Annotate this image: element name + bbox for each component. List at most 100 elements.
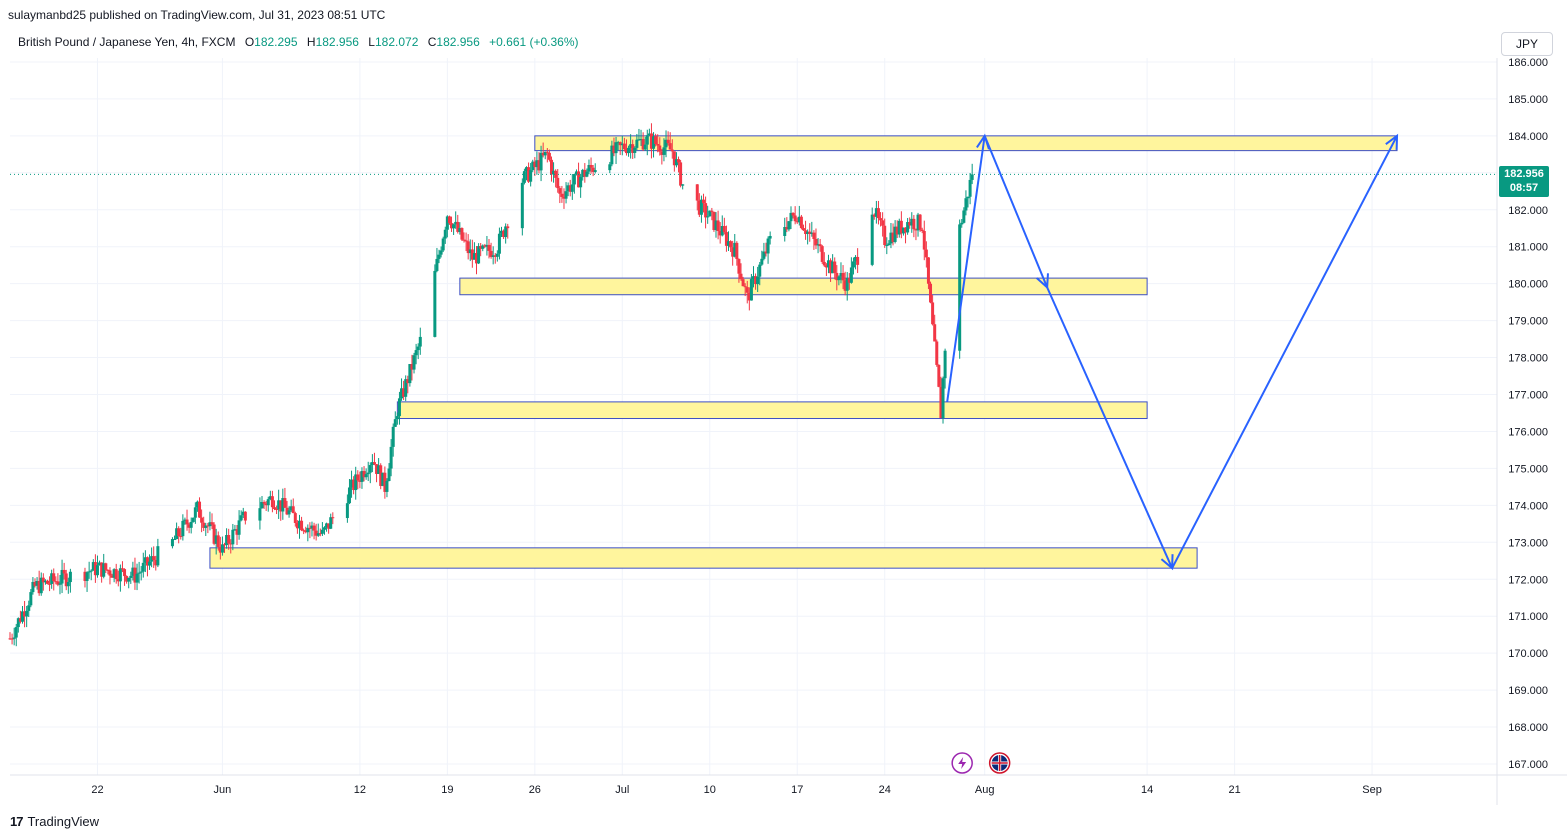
candle-body <box>768 235 772 239</box>
candle-body <box>60 569 64 584</box>
currency-button[interactable]: JPY <box>1501 32 1553 56</box>
candle-body <box>856 256 860 265</box>
high-label: H <box>306 35 316 49</box>
change-value: +0.661 (+0.36%) <box>489 35 579 49</box>
candle-body <box>679 162 683 186</box>
candle-body <box>824 265 828 268</box>
close-value: 182.956 <box>436 35 480 49</box>
time-tick-label: 10 <box>704 784 716 796</box>
candle-body <box>91 562 95 571</box>
candle-body <box>104 563 108 570</box>
candle-body <box>270 496 274 508</box>
candle-body <box>468 249 472 254</box>
candle-body <box>293 513 297 523</box>
candle-body <box>116 579 120 582</box>
symbol-name[interactable]: British Pound / Japanese Yen, 4h, FXCM <box>18 35 236 49</box>
candle-body <box>318 533 322 535</box>
candle-body <box>358 480 362 482</box>
candle-body <box>666 139 670 144</box>
candle-body <box>714 220 718 230</box>
candle-body <box>833 261 837 273</box>
candle-body <box>935 341 939 365</box>
candle-body <box>170 539 174 547</box>
candle-body <box>566 185 570 192</box>
candle-body <box>924 249 928 258</box>
candle-body <box>352 479 356 491</box>
candle-body <box>716 220 720 231</box>
time-tick-label: Jul <box>615 784 629 796</box>
candle-body <box>697 200 701 215</box>
candle-body <box>139 571 143 573</box>
candle-body <box>872 214 876 217</box>
tradingview-logo[interactable]: 17 TradingView <box>10 814 99 829</box>
candle-body <box>497 233 501 254</box>
candle-body <box>801 228 805 231</box>
price-tick-label: 176.000 <box>1508 426 1548 438</box>
candle-body <box>549 159 553 175</box>
candle-body <box>14 627 18 638</box>
candle-body <box>10 638 14 640</box>
candle-body <box>522 171 526 183</box>
candle-body <box>397 398 401 417</box>
candle-body <box>622 143 626 150</box>
candle-body <box>258 508 262 521</box>
price-zone <box>209 547 1198 569</box>
candle-body <box>554 170 558 178</box>
candle-body <box>295 522 299 529</box>
candle-body <box>783 227 787 236</box>
candle-body <box>851 261 855 268</box>
candle-body <box>885 244 889 246</box>
candle-body <box>964 198 968 211</box>
candle-body <box>570 184 574 192</box>
candle-body <box>845 278 849 291</box>
candle-body <box>287 510 291 515</box>
candle-body <box>381 472 385 486</box>
price-tick-label: 173.000 <box>1508 537 1548 549</box>
candle-body <box>489 250 493 257</box>
candle-body <box>791 212 795 216</box>
candle-body <box>100 562 104 577</box>
candle-body <box>231 529 235 545</box>
candle-body <box>283 498 287 508</box>
candle-body <box>304 530 308 533</box>
candle-body <box>441 238 445 251</box>
candle-body <box>223 544 227 546</box>
candle-body <box>939 386 943 419</box>
low-label: L <box>368 35 375 49</box>
candle-body <box>102 563 106 577</box>
tradingview-mark-icon: 17 <box>10 814 24 829</box>
tradingview-brand: TradingView <box>27 814 100 829</box>
candle-body <box>749 279 753 301</box>
candle-body <box>475 253 479 264</box>
candle-body <box>616 142 620 144</box>
candle-body <box>741 279 745 287</box>
candle-body <box>89 570 93 572</box>
candle-body <box>558 188 562 194</box>
candle-body <box>893 226 897 242</box>
candle-body <box>383 472 387 492</box>
candle-body <box>229 543 233 545</box>
candle-body <box>816 244 820 246</box>
candle-body <box>137 572 141 574</box>
candle-body <box>118 568 122 582</box>
candle-body <box>647 133 651 136</box>
candle-body <box>762 251 766 259</box>
candle-body <box>739 273 743 280</box>
candle-body <box>56 581 60 585</box>
candle-body <box>608 164 612 171</box>
candle-body <box>302 530 306 532</box>
candle-body <box>876 208 880 219</box>
price-axis: 167.000 168.000 169.000 170.000 171.000 172.0… <box>1508 57 1548 771</box>
symbol-legend: British Pound / Japanese Yen, 4h, FXCM O… <box>18 35 579 49</box>
candle-body <box>487 244 491 251</box>
candle-body <box>87 571 91 573</box>
candle-body <box>579 177 583 188</box>
candle-body <box>943 350 947 379</box>
candle-body <box>191 517 195 522</box>
candle-body <box>329 517 333 529</box>
price-zone <box>396 401 1148 420</box>
candle-body <box>418 336 422 347</box>
candle-body <box>393 419 397 427</box>
candle-body <box>854 256 858 262</box>
